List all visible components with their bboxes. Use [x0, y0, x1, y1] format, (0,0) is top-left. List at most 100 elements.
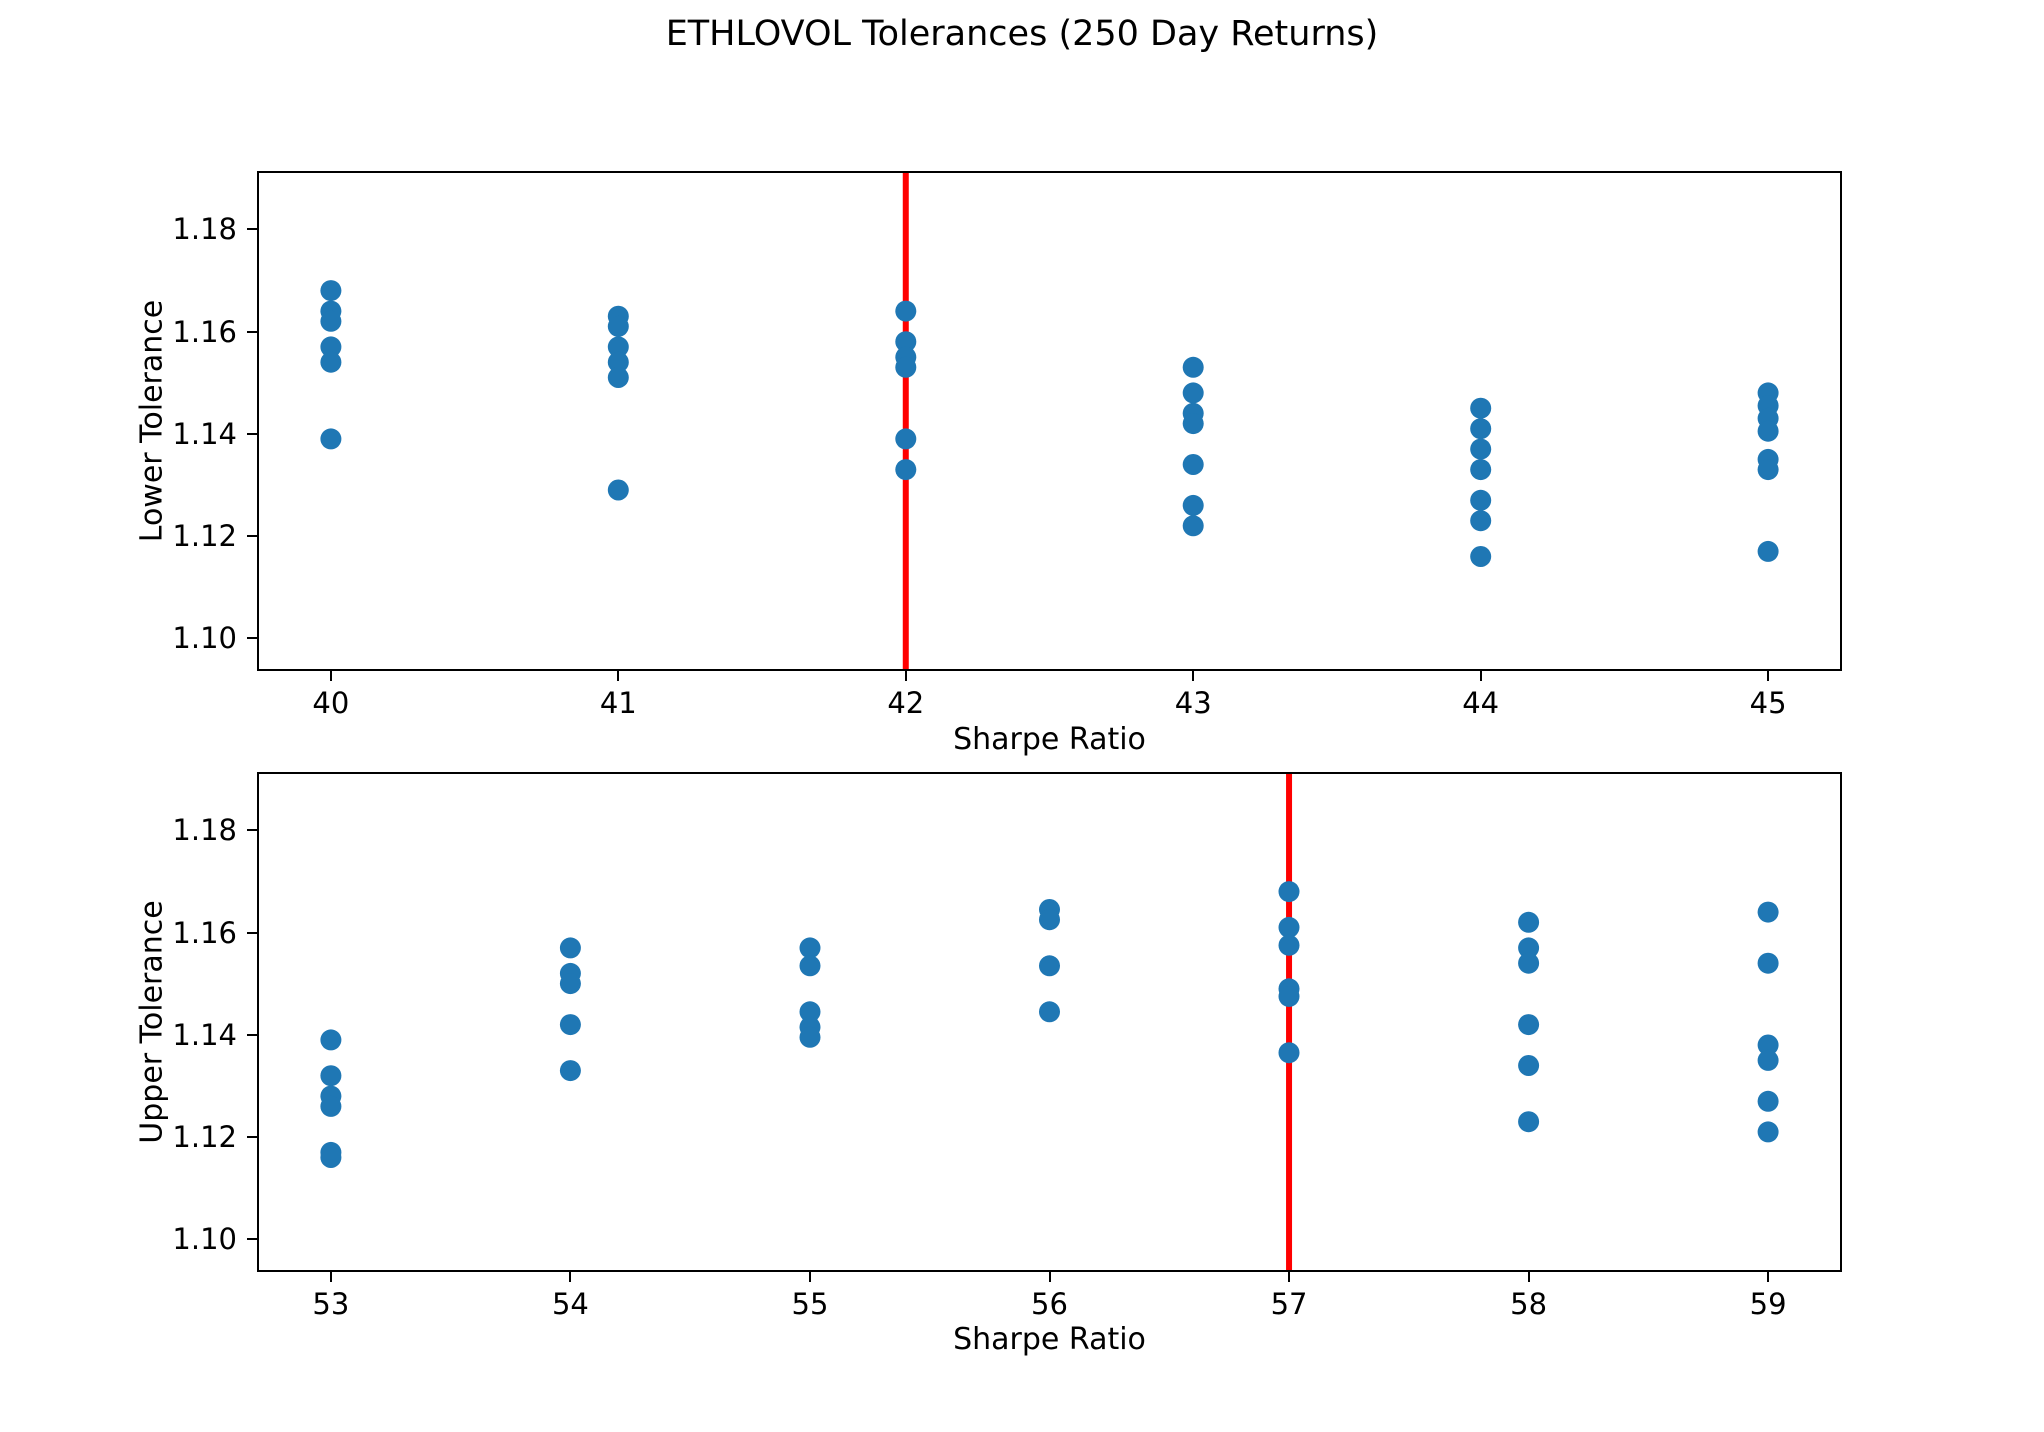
scatter-point	[1182, 413, 1204, 435]
y-tick	[247, 931, 257, 934]
y-tick-label: 1.10	[172, 621, 237, 656]
scatter-point	[1182, 494, 1204, 516]
scatter-point	[559, 1014, 581, 1036]
y-tick-label: 1.16	[172, 314, 237, 349]
x-tick	[904, 671, 907, 681]
scatter-point	[1518, 952, 1540, 974]
scatter-point	[320, 310, 342, 332]
scatter-point	[799, 937, 821, 959]
x-tick-label: 43	[1174, 686, 1212, 720]
scatter-point	[1518, 1014, 1540, 1036]
x-tick-label: 44	[1462, 686, 1500, 720]
scatter-point	[1470, 459, 1492, 481]
scatter-point	[1757, 1090, 1779, 1112]
upper-tolerance-scatter-panel: 53 54 55 56 57 58 59 1.10 1.12 1.14 1.16 1.18	[172, 772, 1842, 1321]
scatter-point	[1757, 459, 1779, 481]
scatter-point	[559, 1060, 581, 1082]
scatter-point	[1518, 1055, 1540, 1076]
scatter-point	[320, 351, 342, 373]
scatter-point	[607, 479, 629, 501]
x-axis-label-top: Sharpe Ratio	[953, 722, 1146, 757]
scatter-point	[1757, 420, 1779, 442]
scatter-point	[895, 356, 917, 378]
x-tick	[1288, 1272, 1291, 1282]
scatter-point	[320, 336, 342, 358]
x-tick-label: 40	[312, 686, 350, 720]
y-tick	[247, 535, 257, 538]
x-tick-label: 55	[791, 1287, 829, 1321]
plot-area	[320, 774, 1779, 1270]
scatter-point	[1518, 1111, 1540, 1133]
x-tick	[329, 1272, 332, 1282]
scatter-point	[1278, 985, 1300, 1007]
scatter-point	[799, 1001, 821, 1023]
scatter-point	[1757, 901, 1779, 923]
scatter-point	[1518, 911, 1540, 933]
scatter-point	[607, 351, 629, 373]
scatter-point	[799, 1026, 821, 1048]
x-tick-label: 56	[1031, 1287, 1068, 1321]
scatter-point	[1278, 1042, 1300, 1064]
x-tick	[1767, 671, 1770, 681]
x-tick-label: 57	[1270, 1287, 1308, 1321]
scatter-point	[320, 428, 342, 450]
scatter-point	[1518, 937, 1540, 959]
y-tick-label: 1.14	[172, 1017, 237, 1052]
x-tick	[569, 1272, 572, 1282]
x-tick-label: 42	[887, 686, 925, 720]
scatter-point	[1039, 955, 1060, 977]
y-axis-label-top: Lower Tolerance	[134, 299, 170, 543]
scatter-point	[320, 1065, 342, 1087]
scatter-point	[1470, 438, 1492, 460]
y-tick-label: 1.12	[172, 519, 237, 554]
scatter-point	[1278, 881, 1300, 903]
y-tick	[247, 1238, 257, 1241]
scatter-point	[1182, 382, 1204, 404]
x-tick	[617, 671, 620, 681]
y-tick-label: 1.10	[172, 1222, 237, 1257]
scatter-point	[607, 315, 629, 337]
scatter-point	[1470, 397, 1492, 419]
x-tick-label: 58	[1510, 1287, 1548, 1321]
scatter-point	[320, 1147, 342, 1168]
y-tick	[247, 432, 257, 435]
scatter-point	[320, 1029, 342, 1051]
scatter-point	[1278, 916, 1300, 938]
scatter-point	[1182, 356, 1204, 378]
y-tick	[247, 330, 257, 333]
scatter-point	[799, 955, 821, 977]
x-tick	[808, 1272, 811, 1282]
x-tick	[1479, 671, 1482, 681]
scatter-point	[1757, 540, 1779, 562]
y-tick-label: 1.18	[172, 212, 237, 247]
x-tick-label: 59	[1749, 1287, 1787, 1321]
y-tick-label: 1.16	[172, 915, 237, 950]
scatter-point	[1470, 489, 1492, 511]
x-tick-label: 53	[312, 1287, 350, 1321]
y-tick-label: 1.18	[172, 813, 237, 848]
y-tick	[247, 228, 257, 231]
scatter-point	[559, 937, 581, 959]
x-tick-label: 54	[551, 1287, 589, 1321]
scatter-point	[607, 367, 629, 388]
scatter-point	[1757, 1034, 1779, 1056]
scatter-point	[607, 336, 629, 358]
scatter-point	[895, 459, 917, 481]
scatter-point	[320, 1095, 342, 1117]
figure-title: ETHLOVOL Tolerances (250 Day Returns)	[665, 14, 1379, 54]
y-tick	[247, 1033, 257, 1036]
x-tick	[1048, 1272, 1051, 1282]
scatter-point	[559, 973, 581, 995]
scatter-point	[1470, 546, 1492, 567]
x-tick	[1527, 1272, 1530, 1282]
scatter-point	[320, 280, 342, 302]
scatter-point	[1757, 952, 1779, 974]
scatter-point	[1039, 909, 1060, 931]
scatter-point	[1757, 1049, 1779, 1071]
x-tick-label: 45	[1749, 686, 1787, 720]
scatter-point	[1278, 934, 1300, 956]
scatter-point	[895, 428, 917, 450]
x-tick-label: 41	[599, 686, 637, 720]
lower-tolerance-scatter-panel: 40 41 42 43 44 45 1.10 1.12 1.14 1.16 1.18	[172, 171, 1842, 720]
scatter-point	[1470, 418, 1492, 440]
